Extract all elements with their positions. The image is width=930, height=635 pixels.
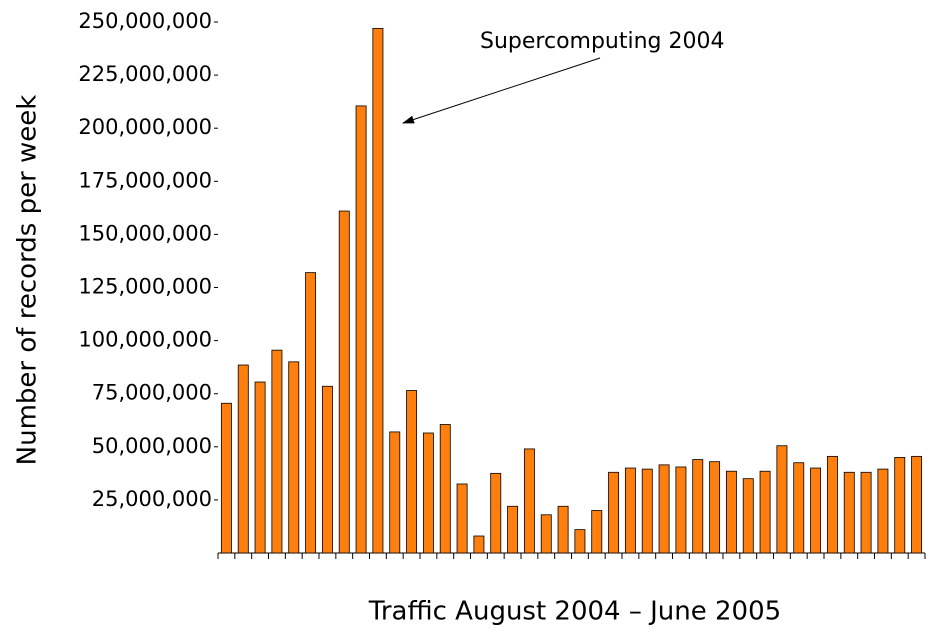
bar [557, 505, 569, 554]
bar [608, 471, 620, 554]
bar [507, 505, 519, 554]
bar [271, 349, 283, 554]
bar [826, 455, 838, 554]
bar [776, 445, 788, 554]
y-tick-label: 225,000,000 [78, 62, 212, 86]
y-tick-label: 200,000,000 [78, 115, 212, 139]
bar [675, 466, 687, 554]
bar [692, 459, 704, 554]
y-tick-label: 175,000,000 [78, 168, 212, 192]
bar [591, 510, 603, 554]
bar [759, 470, 771, 554]
bar [843, 471, 855, 554]
bar [288, 361, 300, 554]
y-tick-label: 100,000,000 [78, 328, 212, 352]
bar [305, 272, 317, 554]
bar [254, 381, 266, 554]
bar [490, 472, 502, 554]
y-tick-label: 75,000,000 [92, 381, 212, 405]
bar [742, 478, 754, 554]
bar [911, 455, 923, 554]
bar [624, 467, 636, 554]
bar [439, 424, 451, 554]
y-tick-label: 25,000,000 [92, 487, 212, 511]
y-axis-label: Number of records per week [13, 95, 43, 466]
bar [877, 468, 889, 554]
x-axis-label: Traffic August 2004 – June 2005 [368, 597, 781, 627]
bar [860, 471, 872, 554]
bar [372, 27, 384, 554]
bar [321, 385, 333, 554]
annotation: Supercomputing 2004 [480, 29, 725, 54]
bar [237, 364, 249, 554]
annotation-arrow [402, 57, 601, 124]
bar [894, 457, 906, 554]
bar [793, 462, 805, 554]
bar [355, 105, 367, 554]
bar [338, 210, 350, 554]
bar [658, 464, 670, 554]
bar [810, 467, 822, 554]
bar [389, 431, 401, 554]
bar [725, 470, 737, 554]
y-tick-label: 125,000,000 [78, 275, 212, 299]
y-tick-label: 250,000,000 [78, 9, 212, 33]
y-tick-label: 150,000,000 [78, 221, 212, 245]
bar [456, 483, 468, 554]
bar [523, 448, 535, 554]
bar [574, 529, 586, 554]
bar [220, 402, 232, 554]
y-tick-label: 50,000,000 [92, 434, 212, 458]
bar [422, 432, 434, 554]
bar [641, 468, 653, 554]
bar [406, 390, 418, 554]
bar [473, 535, 485, 554]
bar [709, 461, 721, 554]
bar [540, 514, 552, 554]
